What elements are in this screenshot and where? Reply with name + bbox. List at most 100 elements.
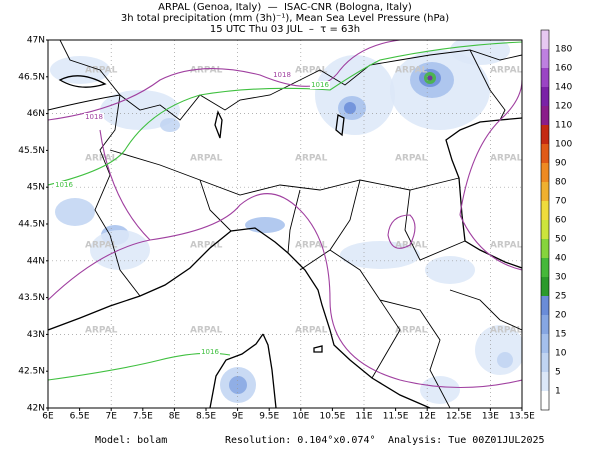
lon-label: 13E xyxy=(482,412,499,422)
lat-label: 46.5N xyxy=(18,72,45,82)
colorbar-swatch xyxy=(541,163,549,182)
lon-label: 9.5E xyxy=(259,412,279,422)
watermark: ARPAL xyxy=(190,66,223,76)
colorbar-swatch xyxy=(541,296,549,315)
colorbar-swatch xyxy=(541,277,549,296)
lat-label: 42.5N xyxy=(18,367,45,377)
colorbar-swatch xyxy=(541,144,549,163)
lon-label: 9E xyxy=(232,412,244,422)
colorbar-swatch xyxy=(541,201,549,220)
colorbar-swatch xyxy=(541,372,549,391)
colorbar-label: 50 xyxy=(555,235,567,245)
contour-label: 1018 xyxy=(273,71,291,79)
lat-label: 43.5N xyxy=(18,293,45,303)
contour-label-bg xyxy=(310,81,330,89)
watermark: ARPAL xyxy=(85,154,118,164)
lon-label: 8E xyxy=(169,412,181,422)
contour-labels: 1018 1016 1018 1016 1016 xyxy=(54,71,330,356)
header-line: 3h total precipitation (mm (3h)⁻¹), Mean… xyxy=(121,13,449,24)
watermark: ARPAL xyxy=(490,326,523,336)
colorbar-label: 160 xyxy=(555,64,572,74)
lon-label: 7E xyxy=(105,412,117,422)
header-line: 15 UTC Thu 03 JUL – τ = 63h xyxy=(210,24,360,35)
watermark: ARPAL xyxy=(85,66,118,76)
lon-label: 6.5E xyxy=(70,412,90,422)
lat-label: 44N xyxy=(27,256,45,266)
watermark: ARPAL xyxy=(490,66,523,76)
colorbar-label: 30 xyxy=(555,273,567,283)
lat-label: 44.5N xyxy=(18,220,45,230)
colorbar-swatch xyxy=(541,125,549,144)
contour-label-bg xyxy=(54,181,74,189)
colorbar-label: 40 xyxy=(555,254,567,264)
colorbar-swatch xyxy=(541,353,549,372)
contour-label: 1016 xyxy=(201,348,219,356)
contour-label: 1016 xyxy=(311,81,329,89)
colorbar-swatch xyxy=(541,258,549,277)
lon-label: 13.5E xyxy=(509,412,535,422)
contour-label-bg xyxy=(84,113,104,121)
colorbar-swatch xyxy=(541,30,549,49)
colorbar-swatch xyxy=(541,87,549,106)
watermark: ARPAL xyxy=(395,326,428,336)
lon-label: 6E xyxy=(42,412,54,422)
colorbar-swatch xyxy=(541,315,549,334)
watermark: ARPAL xyxy=(295,326,328,336)
colorbar-label: 180 xyxy=(555,45,572,55)
colorbar-label: 70 xyxy=(555,197,567,207)
lat-label: 47N xyxy=(27,36,45,46)
watermark: ARPAL xyxy=(490,241,523,251)
colorbar-label: 25 xyxy=(555,292,566,302)
colorbar-swatch xyxy=(541,334,549,353)
lat-label: 46N xyxy=(27,109,45,119)
graticule xyxy=(48,40,522,408)
footer-model: Model: bolam xyxy=(95,435,167,446)
lon-label: 8.5E xyxy=(196,412,216,422)
watermark: ARPAL xyxy=(190,241,223,251)
colorbar: 1510152025304050607080901001101201401601… xyxy=(540,29,572,411)
lon-label: 10.5E xyxy=(320,412,346,422)
header-line: ARPAL (Genoa, Italy) — ISAC-CNR (Bologna… xyxy=(158,2,412,13)
colorbar-label: 110 xyxy=(555,121,572,131)
contour-label: 1018 xyxy=(85,113,103,121)
colorbar-label: 10 xyxy=(555,349,567,359)
watermark: ARPAL xyxy=(295,66,328,76)
colorbar-swatch xyxy=(541,68,549,87)
map: ARPAL ARPAL ARPAL ARPAL ARPAL ARPAL ARPAL ARPAL… xyxy=(48,40,523,408)
colorbar-label: 80 xyxy=(555,178,567,188)
watermark: ARPAL xyxy=(395,66,428,76)
colorbar-swatch xyxy=(541,49,549,68)
watermark: ARPAL xyxy=(395,241,428,251)
colorbar-swatch xyxy=(541,239,549,258)
colorbar-label: 120 xyxy=(555,102,572,112)
watermark: ARPAL xyxy=(295,241,328,251)
colorbar-label: 90 xyxy=(555,159,567,169)
lat-label: 42N xyxy=(27,404,45,414)
watermark: ARPAL xyxy=(190,154,223,164)
colorbar-swatch xyxy=(541,220,549,239)
lon-label: 7.5E xyxy=(133,412,153,422)
watermark: ARPAL xyxy=(85,241,118,251)
colorbar-label: 5 xyxy=(555,368,561,378)
colorbar-label: 20 xyxy=(555,311,567,321)
watermark: ARPAL xyxy=(85,326,118,336)
contour-label-bg xyxy=(200,348,220,356)
colorbar-label: 15 xyxy=(555,330,566,340)
colorbar-swatch xyxy=(541,106,549,125)
lon-label: 10E xyxy=(292,412,309,422)
contour-label: 1016 xyxy=(55,181,73,189)
coastlines xyxy=(48,75,522,408)
axes: 6E 6.5E 7E 7.5E 8E 8.5E 9E 9.5E 10E 10.5E 11E 11.5E… xyxy=(18,36,535,422)
colorbar-frame xyxy=(540,29,550,411)
lon-label: 12.5E xyxy=(446,412,472,422)
footer-resolution: Resolution: 0.104°x0.074° xyxy=(225,435,376,446)
lon-label: 11E xyxy=(355,412,372,422)
colorbar-label: 60 xyxy=(555,216,567,226)
lat-label: 45.5N xyxy=(18,146,45,156)
contour-label-bg xyxy=(272,71,292,79)
footer-analysis: Analysis: Tue 00Z01JUL2025 xyxy=(388,435,545,446)
watermark: ARPAL xyxy=(295,154,328,164)
lon-label: 11.5E xyxy=(383,412,409,422)
colorbar-label: 100 xyxy=(555,140,572,150)
